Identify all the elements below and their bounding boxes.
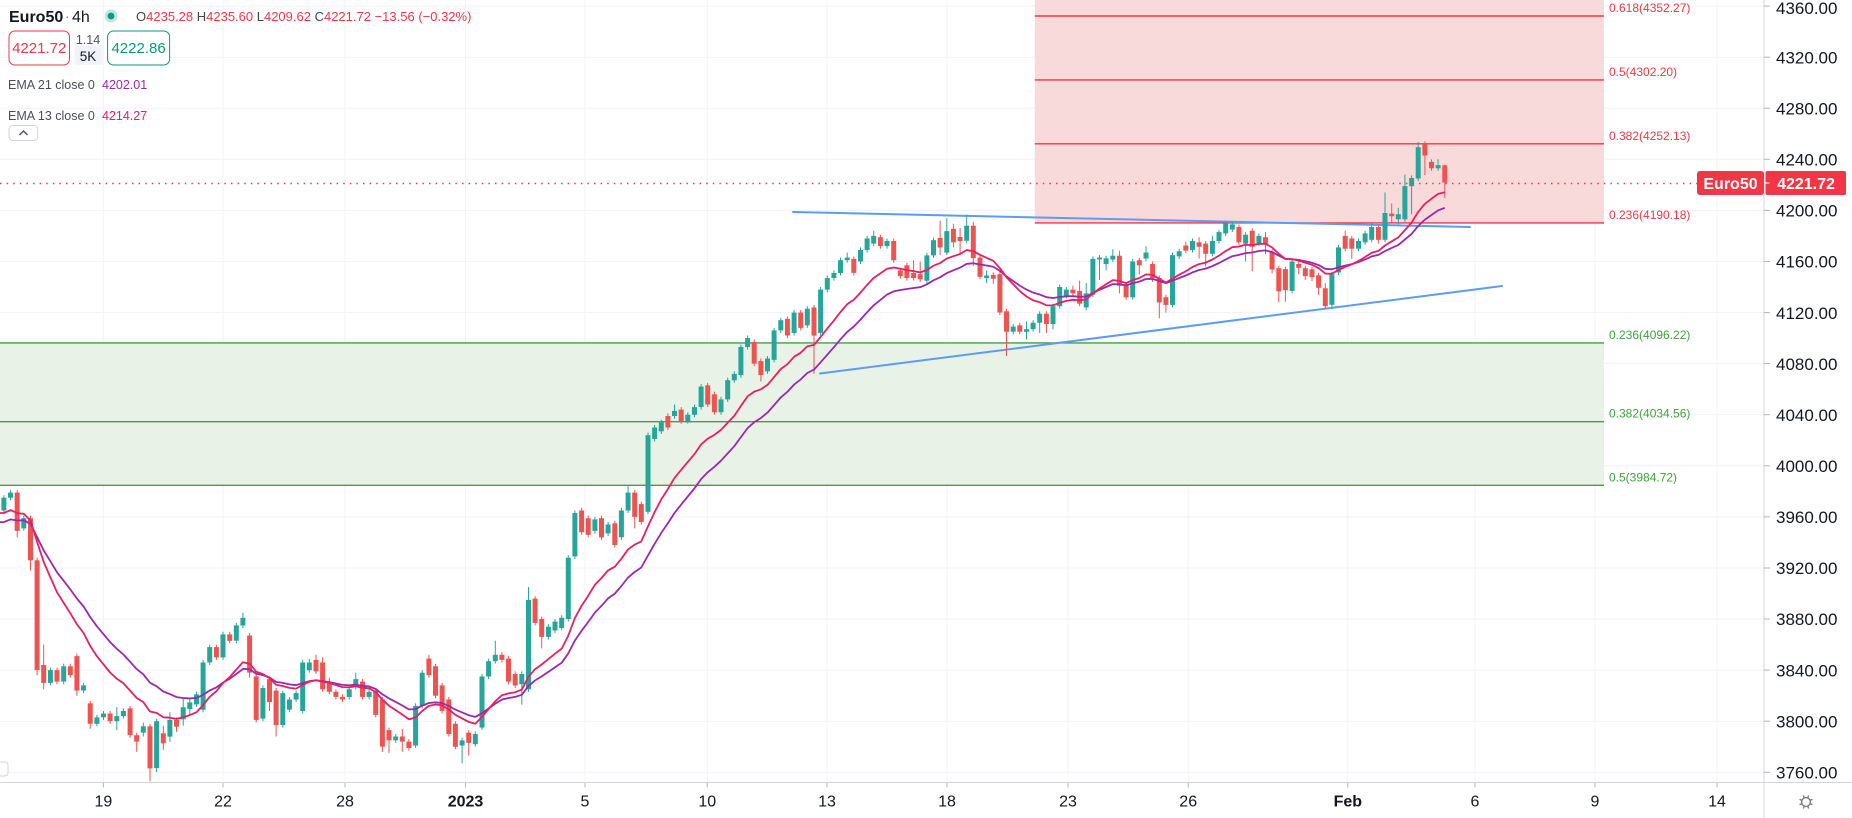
svg-text:4360.00: 4360.00 (1776, 0, 1837, 18)
svg-text:EMA 13 close 0: EMA 13 close 0 (8, 109, 95, 123)
svg-text:O4235.28 H4235.60 L4209.62 C42: O4235.28 H4235.60 L4209.62 C4221.72 −13.… (136, 9, 471, 24)
svg-text:4040.00: 4040.00 (1776, 406, 1837, 425)
svg-text:3760.00: 3760.00 (1776, 764, 1837, 783)
svg-text:0.382(4034.56): 0.382(4034.56) (1609, 407, 1690, 421)
svg-text:4200.00: 4200.00 (1776, 202, 1837, 221)
svg-text:4120.00: 4120.00 (1776, 304, 1837, 323)
svg-text:3880.00: 3880.00 (1776, 610, 1837, 629)
svg-text:3960.00: 3960.00 (1776, 508, 1837, 527)
svg-text:5: 5 (581, 794, 590, 811)
svg-text:6: 6 (1471, 794, 1480, 811)
svg-text:18: 18 (938, 794, 956, 811)
svg-text:28: 28 (336, 794, 354, 811)
svg-text:0.5(4302.20): 0.5(4302.20) (1609, 65, 1677, 79)
svg-text:4221.72: 4221.72 (1777, 176, 1835, 193)
svg-text:0.236(4190.18): 0.236(4190.18) (1609, 208, 1690, 222)
svg-text:9: 9 (1591, 794, 1600, 811)
svg-text:4202.01: 4202.01 (102, 78, 147, 92)
svg-text:3800.00: 3800.00 (1776, 712, 1837, 731)
svg-text:14: 14 (1708, 794, 1726, 811)
svg-text:Euro50: Euro50 (1703, 176, 1757, 193)
svg-text:0.5(3984.72): 0.5(3984.72) (1609, 470, 1677, 484)
svg-text:Euro50: Euro50 (9, 9, 63, 26)
svg-text:26: 26 (1179, 794, 1197, 811)
svg-text:22: 22 (214, 794, 232, 811)
svg-text:10: 10 (698, 794, 716, 811)
svg-text:Feb: Feb (1334, 794, 1363, 811)
svg-text:23: 23 (1059, 794, 1077, 811)
svg-text:4240.00: 4240.00 (1776, 151, 1837, 170)
svg-text:0.236(4096.22): 0.236(4096.22) (1609, 328, 1690, 342)
svg-text:4320.00: 4320.00 (1776, 48, 1837, 67)
svg-text:3840.00: 3840.00 (1776, 661, 1837, 680)
svg-text:19: 19 (95, 794, 113, 811)
svg-text:3920.00: 3920.00 (1776, 559, 1837, 578)
svg-text:4000.00: 4000.00 (1776, 457, 1837, 476)
svg-text:4160.00: 4160.00 (1776, 253, 1837, 272)
svg-text:0.382(4252.13): 0.382(4252.13) (1609, 129, 1690, 143)
svg-text:1.14: 1.14 (76, 33, 100, 47)
svg-text:4080.00: 4080.00 (1776, 355, 1837, 374)
svg-text:4214.27: 4214.27 (102, 109, 147, 123)
svg-text:4221.72: 4221.72 (12, 40, 66, 57)
svg-text:4h: 4h (72, 9, 90, 26)
svg-text:·: · (65, 8, 70, 24)
svg-text:4222.86: 4222.86 (111, 40, 165, 57)
svg-text:4280.00: 4280.00 (1776, 99, 1837, 118)
svg-text:5K: 5K (80, 49, 97, 64)
svg-text:13: 13 (818, 794, 836, 811)
svg-text:2023: 2023 (448, 794, 484, 811)
svg-text:EMA 21 close 0: EMA 21 close 0 (8, 78, 95, 92)
svg-text:0.618(4352.27): 0.618(4352.27) (1609, 1, 1690, 15)
